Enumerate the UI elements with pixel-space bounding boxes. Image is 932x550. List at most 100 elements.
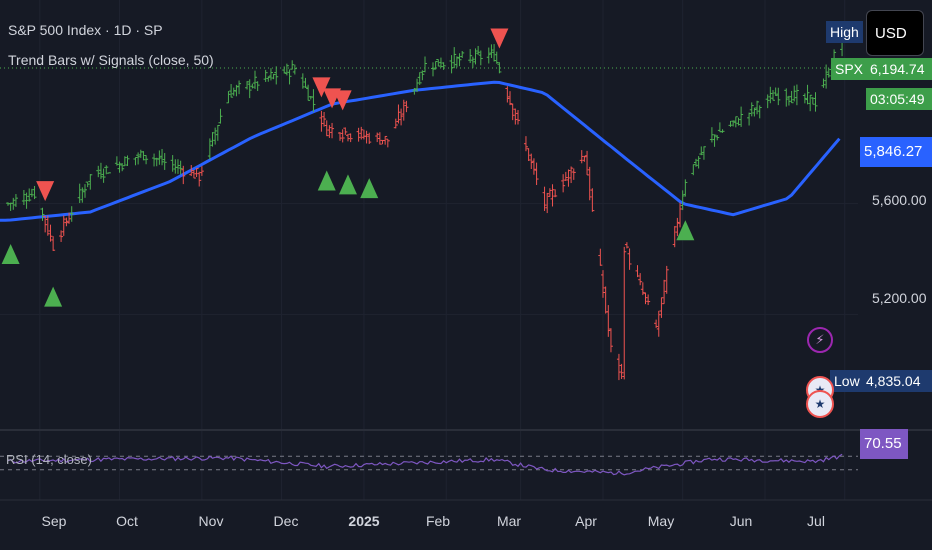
ohlc-bar	[45, 215, 50, 236]
ohlc-bar	[675, 217, 680, 237]
ohlc-bar	[85, 181, 90, 188]
ohlc-bar	[433, 60, 438, 70]
ohlc-bar	[770, 90, 775, 101]
ohlc-bar	[569, 166, 574, 184]
ohlc-bar	[234, 84, 239, 97]
ohlc-bar	[152, 153, 157, 167]
ohlc-bar	[271, 73, 276, 80]
ohlc-bar	[789, 90, 794, 104]
ohlc-bar	[48, 224, 53, 242]
ohlc-bar	[345, 134, 350, 142]
ohlc-bar	[122, 156, 127, 167]
ohlc-bar	[810, 97, 815, 105]
ohlc-bar	[104, 165, 109, 175]
indicator-legend[interactable]: Trend Bars w/ Signals (close, 50)	[8, 52, 214, 68]
ohlc-bar	[813, 92, 818, 112]
ohlc-bar	[327, 125, 332, 138]
ohlc-bar	[393, 118, 398, 129]
ma-value-tag: 5,846.27	[860, 137, 932, 167]
lightning-icon[interactable]: ⚡	[807, 327, 833, 353]
ohlc-bar	[486, 47, 491, 64]
ohlc-bar	[364, 130, 369, 144]
ohlc-bar	[542, 186, 547, 211]
ohlc-bar	[691, 164, 696, 176]
buy-signal	[44, 286, 63, 307]
rsi-legend[interactable]: RSI (14, close)	[6, 452, 92, 467]
ohlc-bar	[531, 158, 536, 175]
ohlc-bar	[274, 66, 279, 85]
ohlc-bar	[412, 88, 417, 95]
high-tag: High	[826, 21, 863, 43]
ohlc-bar	[508, 91, 513, 106]
ohlc-bar	[250, 83, 255, 89]
ohlc-bar	[282, 66, 287, 74]
ohlc-bar	[77, 183, 82, 204]
ohlc-bar	[67, 212, 72, 224]
ohlc-bar	[492, 44, 497, 62]
ohlc-bar	[306, 84, 311, 101]
ohlc-bar	[367, 132, 372, 144]
ohlc-bar	[600, 270, 605, 298]
ohlc-bar	[616, 353, 621, 381]
chart-grid	[0, 0, 932, 501]
ohlc-bar	[385, 138, 390, 148]
x-tick-label: Jul	[807, 513, 825, 529]
ohlc-bar	[454, 56, 459, 68]
ohlc-bar	[473, 48, 478, 65]
ohlc-bar	[27, 188, 32, 202]
ohlc-bar	[263, 69, 268, 82]
x-tick-label: Dec	[273, 513, 299, 529]
ohlc-bar	[253, 70, 258, 89]
ohlc-bar	[160, 148, 165, 166]
ohlc-bar	[144, 154, 149, 165]
ohlc-bar	[672, 226, 677, 248]
chart-title[interactable]: S&P 500 Index · 1D · SP	[8, 22, 163, 38]
ohlc-bar	[51, 236, 56, 251]
ohlc-bar	[375, 132, 380, 143]
ohlc-bar	[106, 172, 111, 174]
ohlc-bar	[646, 294, 651, 306]
ohlc-bar	[210, 132, 215, 147]
ohlc-bar	[284, 63, 289, 76]
ohlc-bar	[226, 91, 231, 104]
x-tick-label: 2025	[348, 513, 380, 529]
us-flag-icon[interactable]: ★	[806, 390, 834, 418]
ohlc-bar	[747, 112, 752, 126]
ohlc-bar	[303, 77, 308, 88]
ohlc-bar	[494, 51, 499, 64]
ohlc-bar	[728, 120, 733, 127]
ohlc-bar	[773, 87, 778, 96]
ohlc-bar	[245, 81, 250, 90]
ohlc-bar	[701, 146, 706, 160]
ohlc-bar	[101, 168, 106, 183]
ohlc-bar	[550, 184, 555, 207]
ohlc-bar	[619, 363, 624, 380]
ohlc-bar	[585, 150, 590, 176]
ohlc-bar	[404, 100, 409, 113]
ohlc-bar	[61, 215, 66, 236]
ohlc-bar	[417, 72, 422, 85]
ohlc-bar	[69, 206, 74, 222]
ohlc-bar	[731, 120, 736, 127]
ohlc-bar	[717, 122, 722, 133]
ohlc-bar	[510, 103, 515, 121]
ohlc-bar	[699, 146, 704, 156]
ohlc-bar	[566, 169, 571, 187]
ohlc-bar	[656, 310, 661, 337]
x-tick-label: Jun	[729, 513, 753, 529]
ohlc-bar	[436, 58, 441, 67]
ohlc-bar	[755, 100, 760, 115]
ohlc-bar	[739, 106, 744, 127]
sell-signal	[36, 181, 55, 202]
ohlc-bar	[383, 135, 388, 145]
ohlc-bar	[98, 162, 103, 179]
ohlc-bar	[324, 120, 329, 137]
ohlc-bar	[40, 207, 45, 221]
sell-signal	[490, 28, 509, 49]
ohlc-bar	[194, 168, 199, 178]
currency-button[interactable]: USD	[866, 10, 924, 56]
ma-line	[0, 80, 841, 222]
ohlc-bar	[359, 126, 364, 140]
ohlc-bar	[197, 171, 202, 187]
